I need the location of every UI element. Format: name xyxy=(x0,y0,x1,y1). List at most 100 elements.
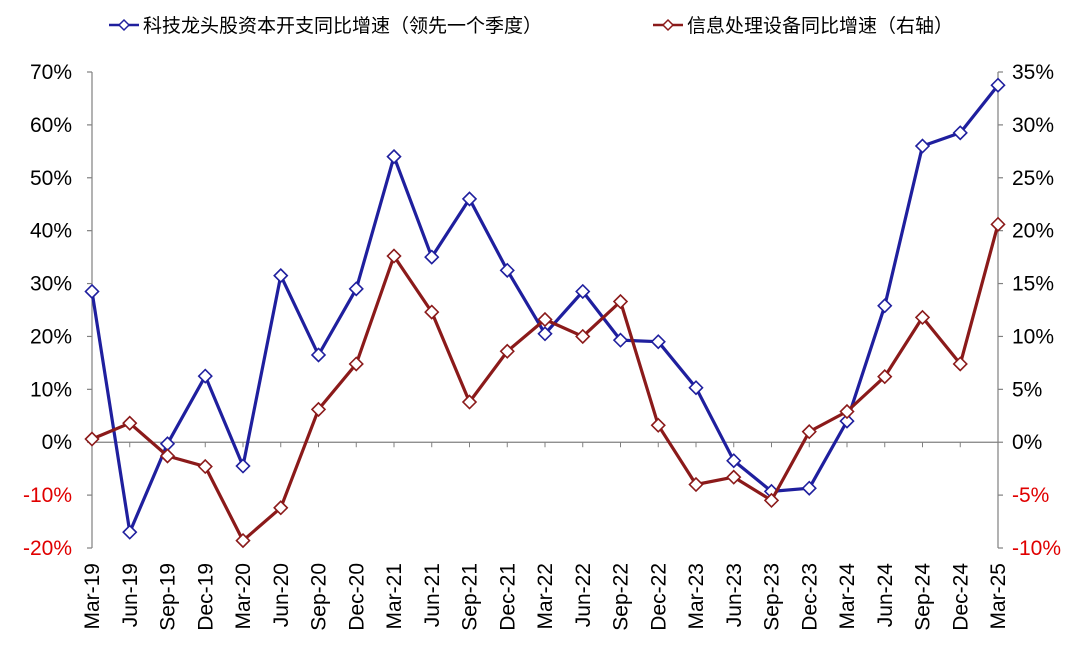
x-tick-label: Sep-24 xyxy=(912,563,935,631)
right-tick-label: -10% xyxy=(1012,537,1061,560)
legend-item-equipment: 信息处理设备同比增速（右轴） xyxy=(653,15,953,37)
x-tick-label: Jun-21 xyxy=(421,563,444,627)
data-point-marker xyxy=(763,492,780,509)
data-point-marker xyxy=(424,304,440,320)
data-point-marker xyxy=(310,401,327,418)
x-tick-label: Mar-19 xyxy=(81,563,104,630)
x-tick-label: Jun-20 xyxy=(270,563,293,627)
data-point-marker xyxy=(914,138,931,154)
left-tick-label: 0% xyxy=(42,431,72,454)
data-point-marker xyxy=(122,415,138,431)
x-axis-tick-labels: Mar-19 Jun-19 Sep-19 Dec-19 Mar-20 Jun-20 Sep-… xyxy=(81,563,1010,631)
data-point-marker xyxy=(84,431,100,447)
right-tick-label: 15% xyxy=(1012,273,1054,296)
x-tick-label: Jun-24 xyxy=(874,563,897,628)
legend-marker-capex xyxy=(117,18,131,32)
x-tick-label: Dec-20 xyxy=(345,563,368,631)
data-point-marker xyxy=(386,148,402,165)
data-point-marker xyxy=(499,343,515,359)
data-point-marker xyxy=(801,424,817,440)
left-axis-tick-labels: -20% -10% 0% 10% 20% 30% 40% 50% 60% 70% xyxy=(23,61,72,560)
legend-label-capex: 科技龙头股资本开支同比增速（领先一个季度） xyxy=(143,15,542,37)
data-point-marker xyxy=(235,458,251,474)
data-point-marker xyxy=(84,283,100,300)
data-point-marker xyxy=(839,403,855,420)
data-point-marker xyxy=(575,328,591,345)
data-point-marker xyxy=(122,524,138,540)
data-point-marker xyxy=(688,380,704,396)
series-group xyxy=(84,77,1006,549)
data-point-marker xyxy=(688,476,704,493)
x-tick-label: Mar-25 xyxy=(987,563,1010,630)
x-tick-label: Sep-20 xyxy=(308,563,331,631)
left-tick-label: -10% xyxy=(23,484,72,507)
series-line-1 xyxy=(91,223,1000,543)
data-point-marker xyxy=(499,262,515,278)
right-tick-label: 5% xyxy=(1012,378,1042,401)
legend-label-equipment: 信息处理设备同比增速（右轴） xyxy=(687,15,953,37)
data-point-marker xyxy=(612,293,629,310)
x-tick-label: Dec-23 xyxy=(798,563,821,631)
x-tick-label: Mar-21 xyxy=(383,563,406,630)
data-point-marker xyxy=(877,369,893,385)
data-point-marker xyxy=(310,347,327,363)
x-tick-label: Mar-23 xyxy=(685,563,708,630)
data-point-marker xyxy=(461,394,478,410)
x-tick-label: Mar-22 xyxy=(534,563,557,630)
series-line-0 xyxy=(90,84,1000,534)
data-point-marker xyxy=(990,216,1006,232)
data-point-marker xyxy=(537,311,553,328)
left-tick-label: 10% xyxy=(30,378,72,401)
x-tick-label: Jun-22 xyxy=(572,563,595,627)
right-tick-label: 0% xyxy=(1012,431,1042,454)
right-tick-label: 30% xyxy=(1012,114,1054,137)
legend-item-capex: 科技龙头股资本开支同比增速（领先一个季度） xyxy=(109,15,542,37)
x-tick-label: Sep-21 xyxy=(459,563,482,631)
data-point-marker xyxy=(839,413,855,429)
data-point-marker xyxy=(726,469,742,485)
x-tick-label: Jun-23 xyxy=(723,563,746,627)
x-tick-label: Mar-20 xyxy=(232,563,255,630)
data-point-marker xyxy=(952,125,968,141)
x-tick-label: Jun-19 xyxy=(119,563,142,627)
x-tick-label: Sep-19 xyxy=(157,563,180,631)
right-tick-label: 35% xyxy=(1012,61,1054,84)
data-point-marker xyxy=(990,77,1006,93)
data-point-marker xyxy=(575,283,591,300)
right-tick-label: -5% xyxy=(1012,484,1049,507)
x-tick-label: Mar-24 xyxy=(836,563,859,630)
x-tick-label: Sep-22 xyxy=(610,563,633,631)
legend-marker-equipment xyxy=(661,18,675,32)
data-point-marker xyxy=(726,453,742,469)
data-point-marker xyxy=(612,332,629,348)
data-point-marker xyxy=(461,191,478,207)
data-point-marker xyxy=(424,249,440,265)
left-tick-label: 60% xyxy=(30,114,72,137)
data-point-marker xyxy=(348,356,364,372)
data-point-marker xyxy=(537,326,553,342)
data-point-marker xyxy=(197,458,213,475)
x-tick-label: Dec-24 xyxy=(949,563,972,631)
data-point-marker xyxy=(952,356,968,372)
axes xyxy=(87,71,1003,549)
x-tick-label: Sep-23 xyxy=(761,563,784,631)
data-point-marker xyxy=(273,500,289,516)
data-point-marker xyxy=(801,480,817,496)
left-tick-label: 70% xyxy=(30,61,72,84)
data-point-marker xyxy=(386,248,402,264)
data-point-marker xyxy=(650,417,666,433)
left-tick-label: 20% xyxy=(30,325,72,348)
data-point-marker xyxy=(235,532,251,549)
data-point-marker xyxy=(273,267,289,284)
data-point-marker xyxy=(877,298,893,314)
right-axis-tick-labels: -10% -5% 0% 5% 10% 15% 20% 25% 30% 35% xyxy=(1012,61,1061,560)
left-tick-label: 40% xyxy=(30,220,72,243)
left-tick-label: 30% xyxy=(30,273,72,296)
legend: 科技龙头股资本开支同比增速（领先一个季度） 信息处理设备同比增速（右轴） xyxy=(109,15,953,37)
data-point-marker xyxy=(650,334,666,350)
data-point-marker xyxy=(159,448,176,464)
data-point-marker xyxy=(197,368,213,384)
x-tick-label: Dec-21 xyxy=(496,563,519,631)
